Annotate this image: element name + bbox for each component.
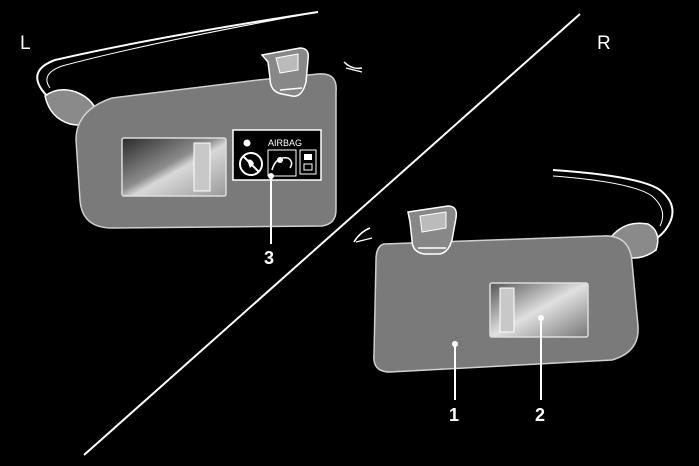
right-visor bbox=[353, 169, 674, 400]
callout-2: 2 bbox=[535, 405, 546, 425]
manual-icon bbox=[299, 149, 317, 175]
callout-3: 3 bbox=[264, 248, 275, 268]
airbag-deploy-icon bbox=[267, 149, 297, 177]
airbag-warning-label: AIRBAG bbox=[232, 129, 322, 181]
left-hook-mark bbox=[343, 61, 363, 70]
label-left-side: L bbox=[20, 33, 31, 54]
right-hook-mark bbox=[353, 227, 371, 243]
airbag-label-text: AIRBAG bbox=[268, 138, 302, 148]
callout-1: 1 bbox=[449, 405, 460, 425]
no-child-seat-icon bbox=[239, 152, 263, 176]
left-visor: AIRBAG bbox=[36, 11, 363, 244]
divider-line bbox=[83, 13, 581, 456]
right-roof-outline bbox=[552, 169, 674, 247]
label-right-side: R bbox=[597, 33, 611, 54]
